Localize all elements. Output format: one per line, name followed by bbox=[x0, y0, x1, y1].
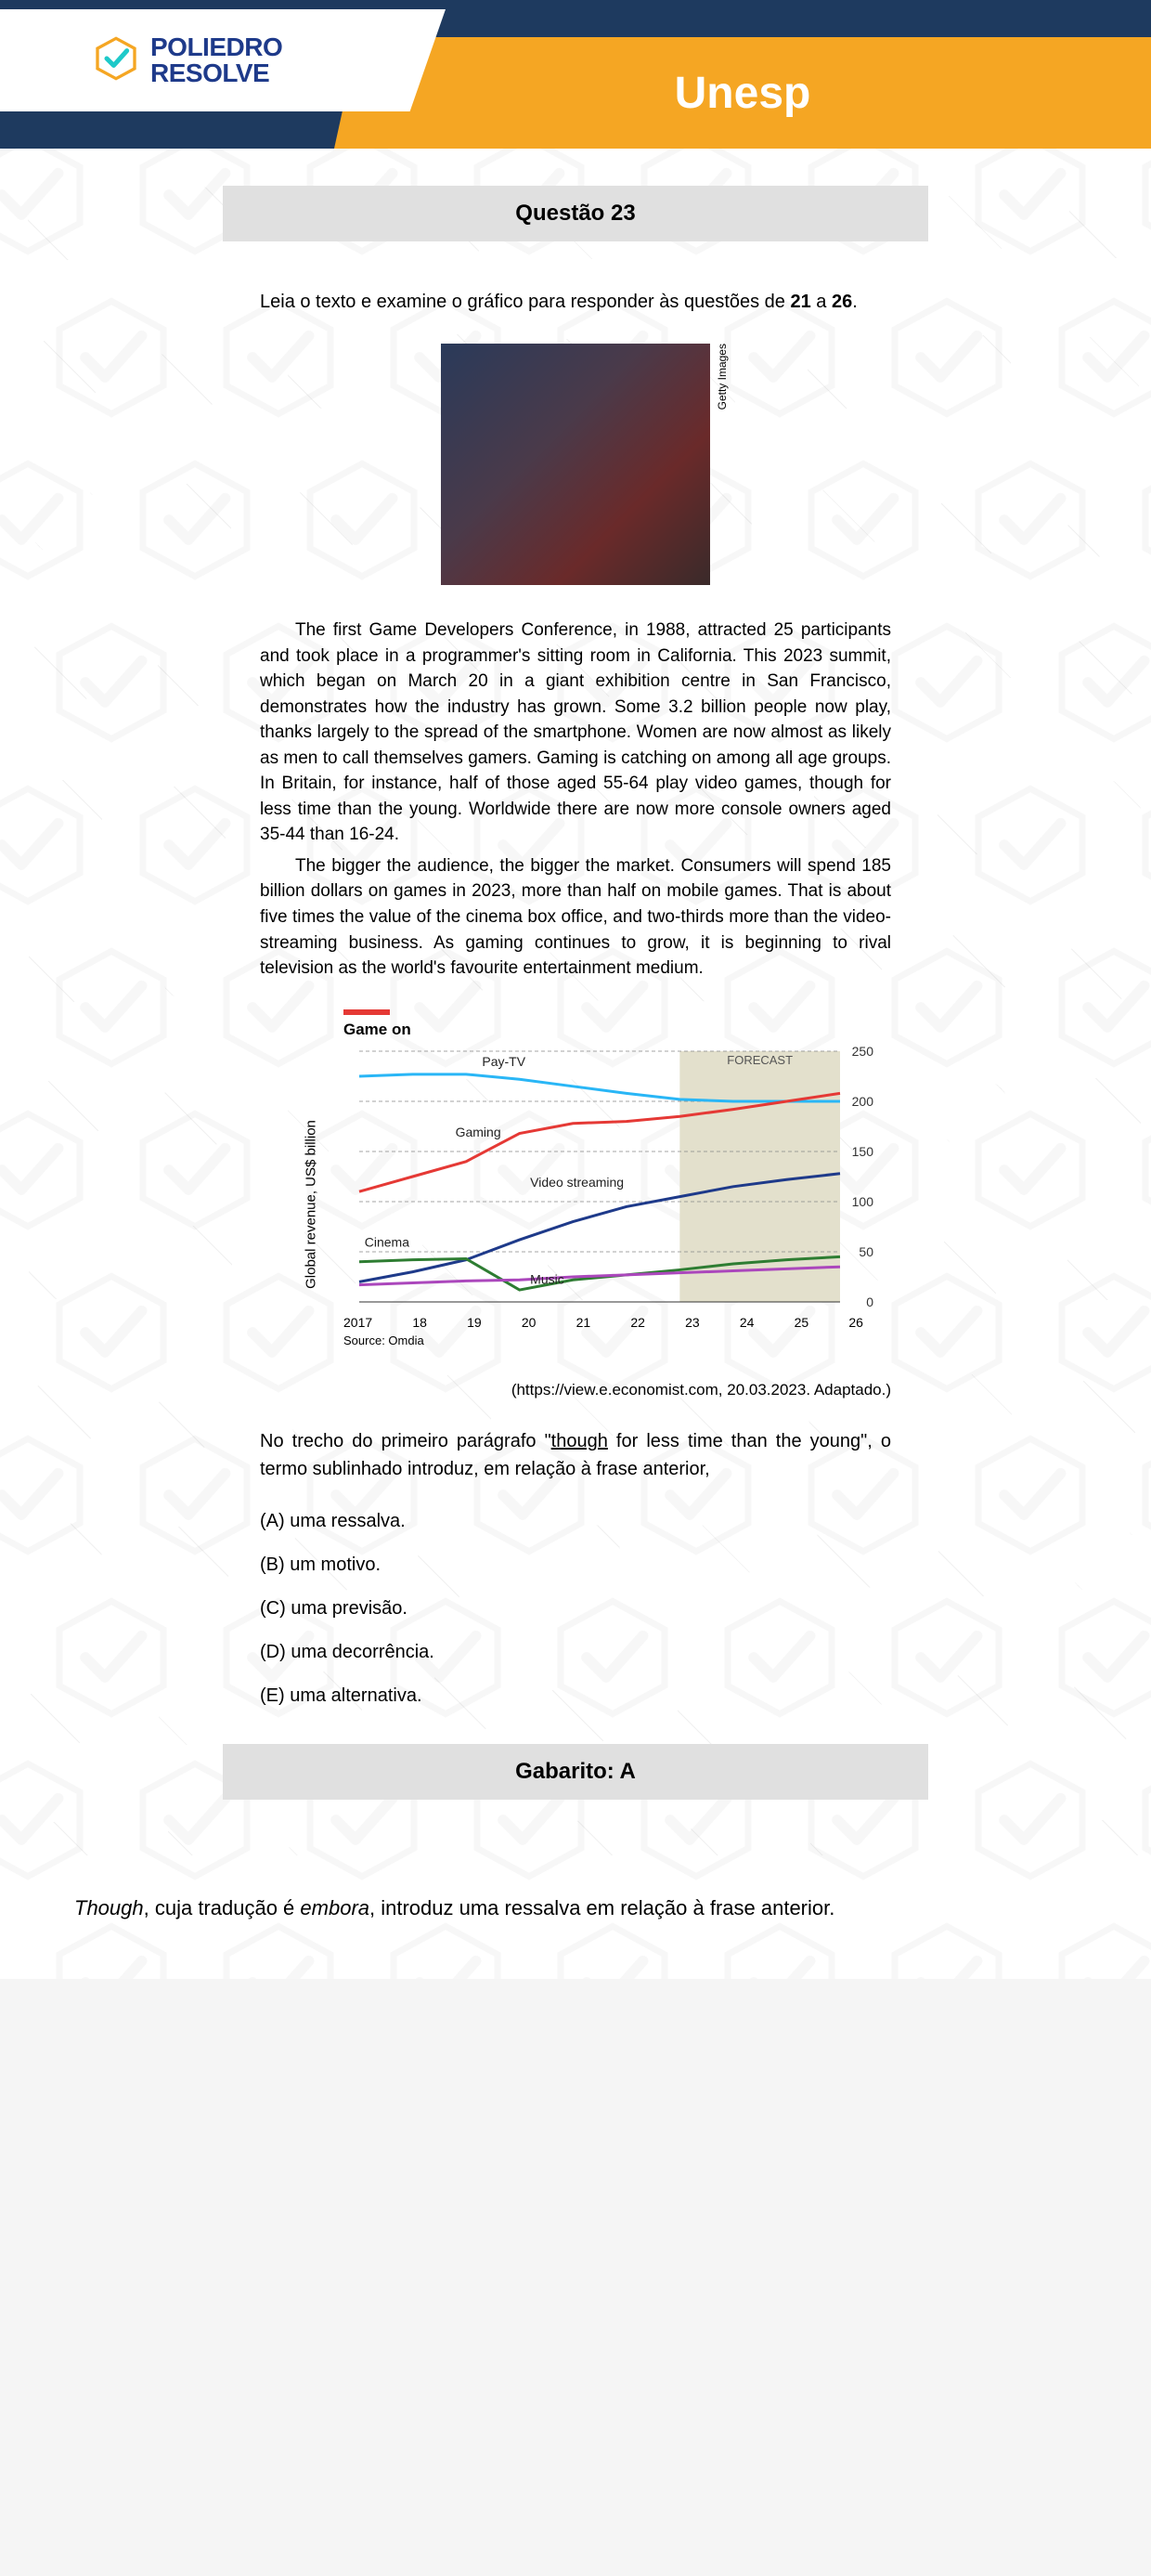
paragraph-2: The bigger the audience, the bigger the … bbox=[260, 853, 891, 982]
range-end: 26 bbox=[832, 292, 852, 312]
question-content: Questão 23 Leia o texto e examine o gráf… bbox=[223, 149, 928, 1855]
chart-accent-bar bbox=[343, 1009, 390, 1015]
svg-text:100: 100 bbox=[852, 1194, 874, 1209]
svg-text:150: 150 bbox=[852, 1144, 874, 1159]
svg-text:Gaming: Gaming bbox=[456, 1124, 501, 1138]
article-body: The first Game Developers Conference, in… bbox=[223, 618, 928, 982]
option-e[interactable]: (E) uma alternativa. bbox=[260, 1685, 891, 1707]
question-stem: No trecho do primeiro parágrafo "though … bbox=[223, 1427, 928, 1483]
exam-name: Unesp bbox=[675, 68, 811, 119]
question-title: Questão 23 bbox=[223, 186, 928, 241]
explanation-text: Though, cuja tradução é embora, introduz… bbox=[0, 1855, 1151, 1979]
page-header: Unesp POLIEDRO RESOLVE bbox=[0, 0, 1151, 149]
chart-title: Game on bbox=[343, 1021, 891, 1039]
exam-banner: Unesp bbox=[334, 37, 1151, 149]
expl-end: , introduz uma ressalva em relação à fra… bbox=[369, 1896, 834, 1919]
check-hexagon-icon bbox=[93, 35, 139, 86]
svg-text:Pay-TV: Pay-TV bbox=[482, 1054, 525, 1069]
svg-text:Cinema: Cinema bbox=[365, 1234, 409, 1249]
stem-pre: No trecho do primeiro parágrafo " bbox=[260, 1431, 551, 1451]
svg-text:FORECAST: FORECAST bbox=[727, 1053, 793, 1067]
option-b[interactable]: (B) um motivo. bbox=[260, 1555, 891, 1576]
option-a[interactable]: (A) uma ressalva. bbox=[260, 1511, 891, 1532]
photo-placeholder bbox=[441, 344, 710, 585]
brand-banner: POLIEDRO RESOLVE bbox=[0, 9, 446, 111]
brand-logo: POLIEDRO RESOLVE bbox=[93, 34, 282, 86]
svg-text:0: 0 bbox=[866, 1295, 873, 1307]
instruction-text: Leia o texto e examine o gráfico para re… bbox=[223, 288, 928, 316]
chart-xaxis: 2017181920212223242526 bbox=[343, 1311, 891, 1330]
instruction-mid: a bbox=[811, 292, 832, 312]
svg-text:50: 50 bbox=[859, 1244, 873, 1259]
chart-ylabel: Global revenue, US$ billion bbox=[304, 1120, 319, 1289]
option-d[interactable]: (D) uma decorrência. bbox=[260, 1642, 891, 1663]
photo-credit: Getty Images bbox=[716, 344, 729, 410]
expl-mid: , cuja tradução é bbox=[144, 1896, 301, 1919]
line-chart: 0 50 100 150 200 250 FORECAST Pay-TV Gaming Video… bbox=[343, 1047, 891, 1307]
svg-text:Music: Music bbox=[530, 1271, 564, 1286]
option-c[interactable]: (C) uma previsão. bbox=[260, 1598, 891, 1620]
instruction-suffix: . bbox=[852, 292, 858, 312]
paragraph-1: The first Game Developers Conference, in… bbox=[260, 618, 891, 848]
answer-key: Gabarito: A bbox=[223, 1744, 928, 1800]
article-photo: Getty Images bbox=[223, 344, 928, 590]
brand-line2: RESOLVE bbox=[150, 60, 282, 86]
citation-text: (https://view.e.economist.com, 20.03.202… bbox=[223, 1381, 928, 1399]
options-list: (A) uma ressalva. (B) um motivo. (C) uma… bbox=[223, 1511, 928, 1707]
stem-underlined: though bbox=[551, 1431, 608, 1451]
expl-word1: Though bbox=[74, 1896, 144, 1919]
svg-text:200: 200 bbox=[852, 1094, 874, 1109]
range-start: 21 bbox=[790, 292, 810, 312]
chart-container: Game on Global revenue, US$ billion 0 50 1… bbox=[223, 1009, 928, 1362]
chart-source: Source: Omdia bbox=[343, 1334, 891, 1347]
expl-word2: embora bbox=[300, 1896, 369, 1919]
brand-line1: POLIEDRO bbox=[150, 34, 282, 60]
instruction-prefix: Leia o texto e examine o gráfico para re… bbox=[260, 292, 790, 312]
svg-text:250: 250 bbox=[852, 1047, 874, 1059]
svg-text:Video streaming: Video streaming bbox=[530, 1174, 624, 1189]
